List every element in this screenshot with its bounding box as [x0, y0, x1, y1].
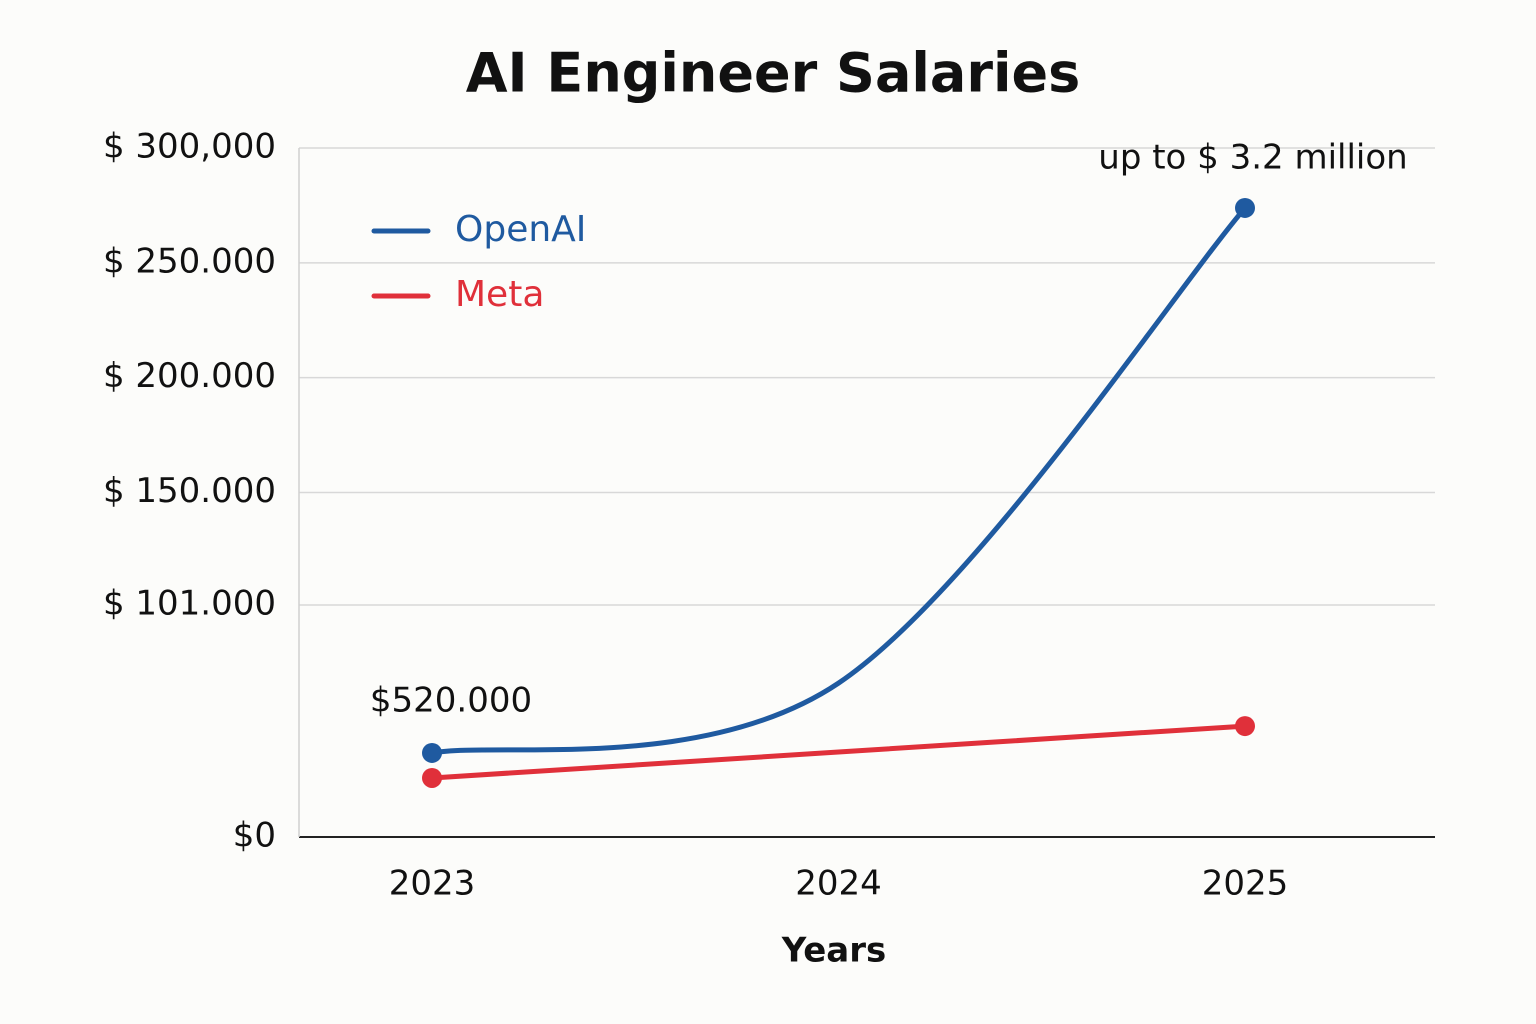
x-axis-label: Years [781, 931, 887, 971]
x-tick-label: 2023 [389, 864, 476, 904]
line-series [429, 723, 1248, 781]
y-tick-label: $ 150.000 [103, 471, 276, 511]
point [1235, 197, 1255, 218]
point [422, 742, 442, 763]
line-series [429, 205, 1248, 756]
y-tick-label: $ 200.000 [103, 356, 276, 396]
y-tick-label: $ 101.000 [103, 584, 276, 624]
legend-label: OpenAI [455, 209, 586, 250]
x-tick-label: 2024 [795, 864, 882, 904]
point [1235, 716, 1255, 737]
point [422, 767, 442, 788]
x-tick-label: 2025 [1202, 864, 1289, 904]
legend-label: Meta [455, 274, 544, 315]
y-tick-label: $0 [233, 816, 276, 856]
y-tick-label: $ 300,000 [103, 127, 276, 167]
y-tick-label: $ 250.000 [103, 241, 276, 281]
annotation: up to $ 3.2 million [1098, 138, 1407, 178]
chart-title: AI Engineer Salaries [466, 42, 1081, 105]
annotation: $520.000 [370, 681, 532, 721]
